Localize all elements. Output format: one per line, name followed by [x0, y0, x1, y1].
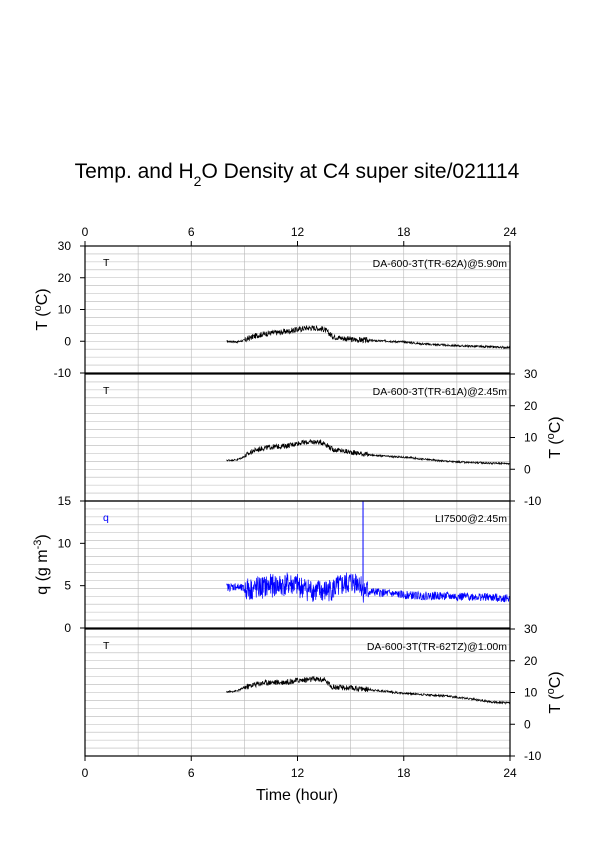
panel-letter: T: [103, 257, 110, 269]
instrument-label: DA-600-3T(TR-61A)@2.45m: [373, 386, 508, 398]
panel-letter: q: [103, 512, 109, 524]
y-tick-label: 0: [64, 621, 71, 635]
y-axis-label: T (oC): [545, 416, 564, 458]
y-tick-label: 30: [58, 239, 72, 253]
x-tick-label-top: 0: [82, 225, 89, 239]
x-tick-label-top: 6: [188, 225, 195, 239]
panel-letter: T: [103, 640, 110, 652]
y-axis-label: T (oC): [545, 671, 564, 713]
instrument-label: DA-600-3T(TR-62A)@5.90m: [373, 258, 508, 270]
y-tick-label: 0: [524, 462, 531, 476]
panel-2: T DA-600-3T(TR-61A)@2.45m -10 0 10 20 30 T (oC): [84, 367, 564, 508]
y-tick-label: -10: [524, 494, 542, 508]
y-axis-label: q (g m-3): [32, 534, 51, 594]
y-axis-label: T (oC): [32, 288, 51, 330]
x-tick-label-top: 18: [397, 225, 411, 239]
y-tick-label: -10: [524, 749, 542, 763]
panel-4: T DA-600-3T(TR-62TZ)@1.00m -10 0 10 20 30 T (oC…: [84, 622, 564, 763]
x-tick-label-bottom: 12: [291, 766, 305, 780]
y-tick-label: 0: [64, 334, 71, 348]
instrument-label: LI7500@2.45m: [435, 513, 507, 525]
y-tick-label: 10: [58, 536, 72, 550]
y-tick-label: 30: [524, 622, 538, 636]
y-tick-label: 10: [58, 303, 72, 317]
x-tick-label-bottom: 24: [503, 766, 517, 780]
x-tick-label-bottom: 18: [397, 766, 411, 780]
data-line: [226, 572, 511, 603]
data-line: [226, 325, 511, 350]
y-tick-label: 5: [64, 579, 71, 593]
instrument-label: DA-600-3T(TR-62TZ)@1.00m: [367, 641, 507, 653]
panel-letter: T: [103, 385, 110, 397]
y-tick-label: 0: [524, 717, 531, 731]
panel-1: T DA-600-3T(TR-62A)@5.90m -10 0 10 20 30 T (oC): [32, 239, 511, 380]
panel-frame: [84, 500, 511, 629]
x-axis-label: Time (hour): [256, 787, 338, 804]
y-tick-label: 20: [524, 399, 538, 413]
y-tick-label: 10: [524, 431, 538, 445]
x-tick-label-bottom: 6: [188, 766, 195, 780]
x-tick-label-top: 24: [503, 225, 517, 239]
x-tick-label-top: 12: [291, 225, 305, 239]
y-tick-label: 20: [524, 654, 538, 668]
x-tick-label-bottom: 0: [82, 766, 89, 780]
panels: T DA-600-3T(TR-62A)@5.90m -10 0 10 20 30 T (oC)…: [32, 225, 564, 780]
y-tick-label: 15: [58, 494, 72, 508]
y-tick-label: 30: [524, 367, 538, 381]
chart-title: Temp. and H2O Density at C4 super site/0…: [75, 160, 520, 189]
y-tick-label: 10: [524, 686, 538, 700]
panel-3: q LI7500@2.45m 0 5 10 15 q (g m-3): [32, 494, 511, 635]
data-line: [226, 438, 511, 466]
y-tick-label: -10: [54, 366, 72, 380]
data-line: [226, 675, 511, 706]
y-tick-label: 20: [58, 271, 72, 285]
